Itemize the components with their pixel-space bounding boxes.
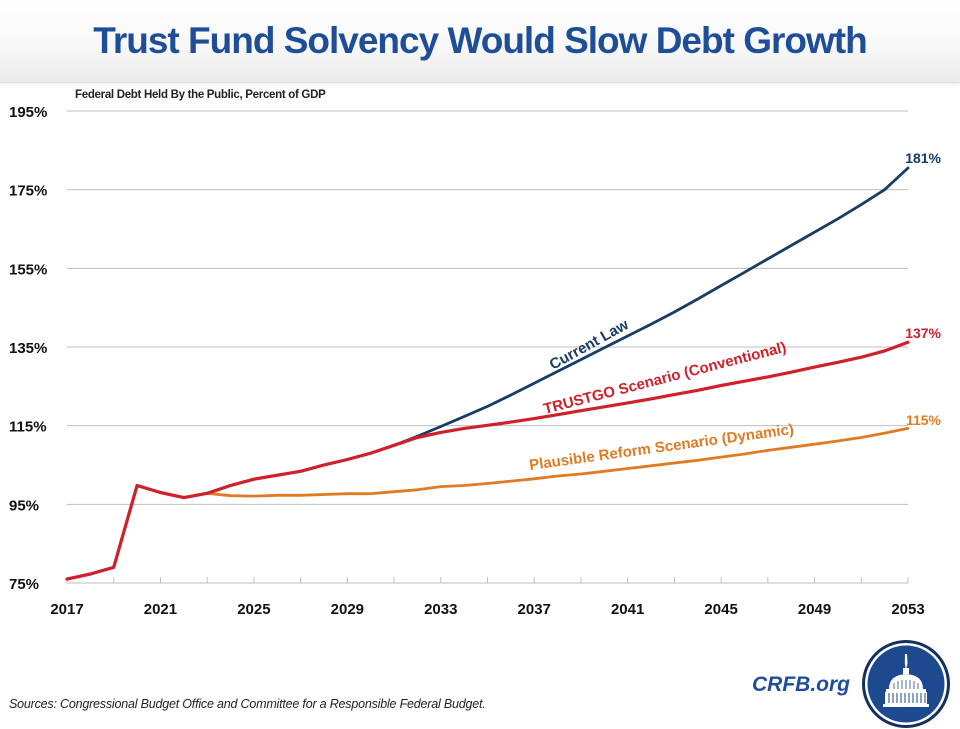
series-line-plausible-reform	[205, 426, 910, 498]
x-tick-label: 2021	[144, 601, 177, 618]
series-label-current-law: Current Law	[547, 316, 632, 373]
x-tick-label: 2033	[424, 601, 457, 618]
x-tick-label: 2017	[50, 601, 83, 618]
end-label-plausible-reform: 115%	[906, 412, 942, 428]
x-tick-label: 2049	[798, 601, 831, 618]
x-axis	[66, 577, 909, 584]
end-label-trustgo: 137%	[905, 325, 941, 341]
end-label-current-law: 181%	[905, 150, 941, 166]
y-tick-label: 75%	[9, 576, 39, 593]
x-tick-label: 2037	[518, 601, 551, 618]
source-note: Sources: Congressional Budget Office and…	[9, 697, 486, 711]
x-axis-tick-labels: 2017 2021 2025 2029 2033 2037 2041 2045 2049 2053	[50, 601, 924, 618]
x-tick-label: 2041	[611, 601, 644, 618]
title-band: Trust Fund Solvency Would Slow Debt Grow…	[0, 0, 960, 83]
y-tick-label: 115%	[9, 419, 47, 436]
capitol-dome-seal-icon	[862, 640, 950, 728]
series-line-trustgo	[65, 340, 910, 581]
y-tick-label: 155%	[9, 261, 47, 278]
y-axis-tick-labels: 195% 175% 155% 135% 115% 95% 75%	[9, 104, 47, 593]
x-tick-label: 2025	[237, 601, 270, 618]
gridlines	[67, 110, 908, 505]
chart-subtitle: Federal Debt Held By the Public, Percent…	[75, 89, 326, 101]
chart-title: Trust Fund Solvency Would Slow Debt Grow…	[93, 20, 867, 61]
series-labels: Current Law TRUSTGO Scenario (Convention…	[528, 316, 795, 474]
y-tick-label: 175%	[9, 183, 47, 200]
y-tick-label: 135%	[9, 340, 47, 357]
end-value-labels: 181% 137% 115%	[905, 150, 941, 428]
x-tick-label: 2045	[704, 601, 737, 618]
series-lines	[65, 166, 910, 581]
x-tick-label: 2029	[331, 601, 364, 618]
series-label-plausible-reform: Plausible Reform Scenario (Dynamic)	[528, 421, 795, 474]
y-tick-label: 95%	[9, 497, 39, 514]
brand-link[interactable]: CRFB.org	[752, 673, 850, 696]
y-tick-label: 195%	[9, 104, 47, 121]
x-tick-label: 2053	[891, 601, 924, 618]
